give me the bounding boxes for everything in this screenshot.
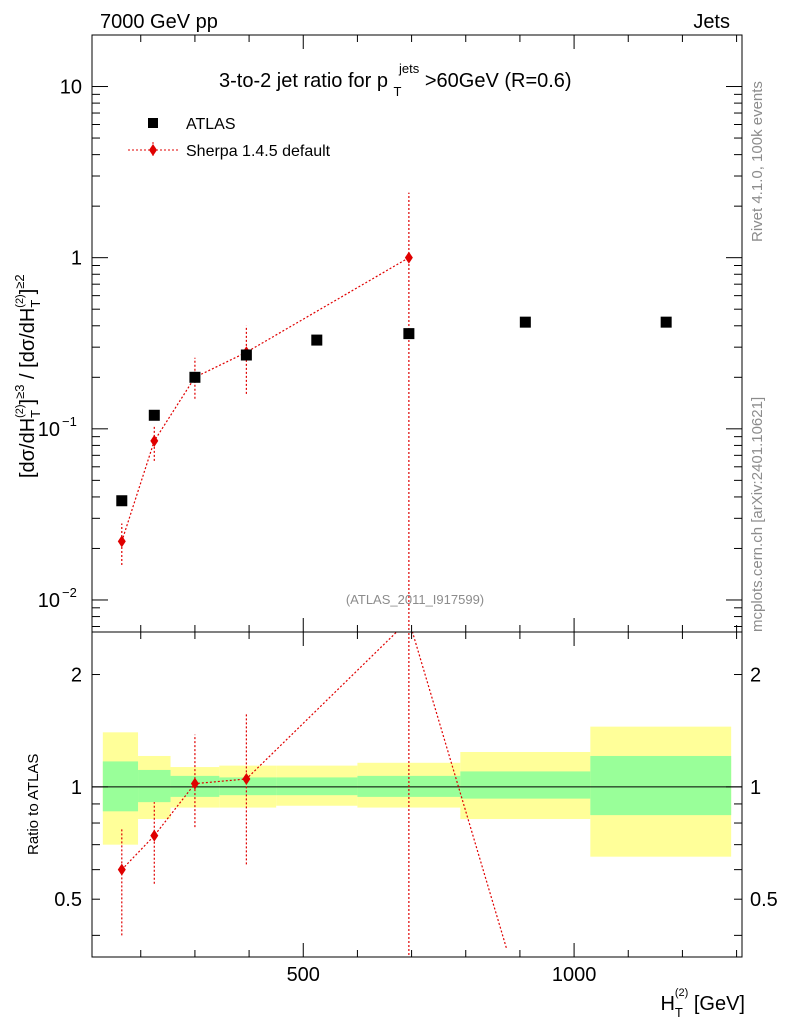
- atlas-point: [240, 349, 252, 361]
- y-tick-label: 10: [60, 77, 82, 99]
- ratio-band-inner: [138, 769, 171, 803]
- ratio-sherpa-point: [150, 829, 159, 842]
- atlas-point: [660, 316, 672, 328]
- side-source-label: mcplots.cern.ch [arXiv:2401.10621]: [749, 397, 766, 632]
- ratio-sherpa-point: [117, 863, 126, 876]
- ratio-bands: [102, 726, 732, 857]
- atlas-point: [148, 409, 160, 421]
- legend: ATLAS Sherpa 1.4.5 default: [128, 116, 331, 160]
- ratio-panel: 2 2 1 1 0.5 0.5 500 1000 Ratio to ATLAS HT(2) […: [25, 631, 778, 1020]
- ratio-sherpa-line: [121, 632, 507, 949]
- ratio-plot-frame: [91, 631, 743, 958]
- y-tick-exponent: −2: [62, 585, 77, 600]
- y-tick-label: 1: [71, 248, 82, 270]
- side-rivet-label: Rivet 4.1.0, 100k events: [749, 81, 766, 242]
- ratio-band-inner: [460, 771, 591, 799]
- ratio-tick-labels: 2 2 1 1 0.5 0.5 500 1000: [54, 665, 778, 986]
- atlas-point: [311, 334, 323, 346]
- x-tick-label: 500: [287, 964, 320, 986]
- main-ylabel: [dσ/dHT(2)]≥3 / [dσ/dHT(2)]≥2: [12, 274, 43, 478]
- ratio-sherpa-point: [242, 772, 251, 785]
- ratio-marks: [117, 632, 507, 957]
- atlas-point: [116, 495, 128, 507]
- chart-title-sub: T: [394, 84, 402, 99]
- chart-title-prefix: 3-to-2 jet ratio for p: [219, 70, 388, 92]
- ratio-band-inner: [276, 777, 358, 796]
- analysis-watermark: (ATLAS_2011_I917599): [346, 592, 484, 607]
- legend-atlas-label: ATLAS: [186, 116, 236, 133]
- ratio-ylabel: Ratio to ATLAS: [25, 754, 42, 855]
- atlas-point: [189, 371, 201, 383]
- chart-title-sup: jets: [398, 61, 420, 76]
- ratio-band-inner: [590, 755, 732, 816]
- sherpa-point: [117, 535, 126, 548]
- y-tick-label: 10: [38, 419, 60, 441]
- header-right: Jets: [693, 11, 730, 33]
- y-tick-label: 10: [38, 590, 60, 612]
- ratio-y-tick-label: 1: [71, 777, 82, 799]
- main-marks: [116, 192, 672, 632]
- legend-sherpa-marker: [149, 144, 157, 156]
- atlas-point: [519, 316, 531, 328]
- sherpa-point: [150, 434, 159, 447]
- sherpa-point: [404, 251, 413, 264]
- ratio-band-inner: [102, 761, 139, 812]
- chart-title-suffix: >60GeV (R=0.6): [425, 70, 572, 92]
- legend-atlas-marker: [148, 118, 158, 128]
- atlas-point: [403, 328, 415, 340]
- ratio-y-tick-label: 2: [71, 665, 82, 687]
- xaxis-label: HT(2) [GeV]: [660, 987, 745, 1020]
- ratio-y-tick-label-right: 0.5: [750, 889, 778, 911]
- ratio-sherpa-point: [190, 777, 199, 790]
- sherpa-line: [121, 257, 410, 542]
- legend-sherpa-label: Sherpa 1.4.5 default: [186, 143, 331, 160]
- ratio-y-tick-label-right: 1: [750, 777, 761, 799]
- main-ticks: [92, 34, 742, 632]
- ratio-band-inner: [219, 777, 277, 796]
- ratio-y-tick-label-right: 2: [750, 665, 761, 687]
- ratio-ticks: [92, 632, 742, 957]
- header-left: 7000 GeV pp: [100, 11, 218, 33]
- y-tick-exponent: −1: [62, 414, 77, 429]
- chart-title: 3-to-2 jet ratio for p T jets >60GeV (R=…: [219, 56, 572, 101]
- ratio-y-tick-label: 0.5: [54, 889, 82, 911]
- x-tick-label: 1000: [552, 964, 597, 986]
